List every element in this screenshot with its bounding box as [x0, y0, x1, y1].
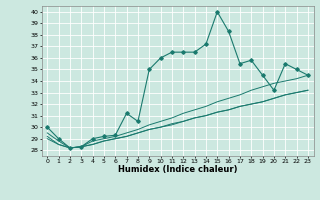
X-axis label: Humidex (Indice chaleur): Humidex (Indice chaleur) — [118, 165, 237, 174]
